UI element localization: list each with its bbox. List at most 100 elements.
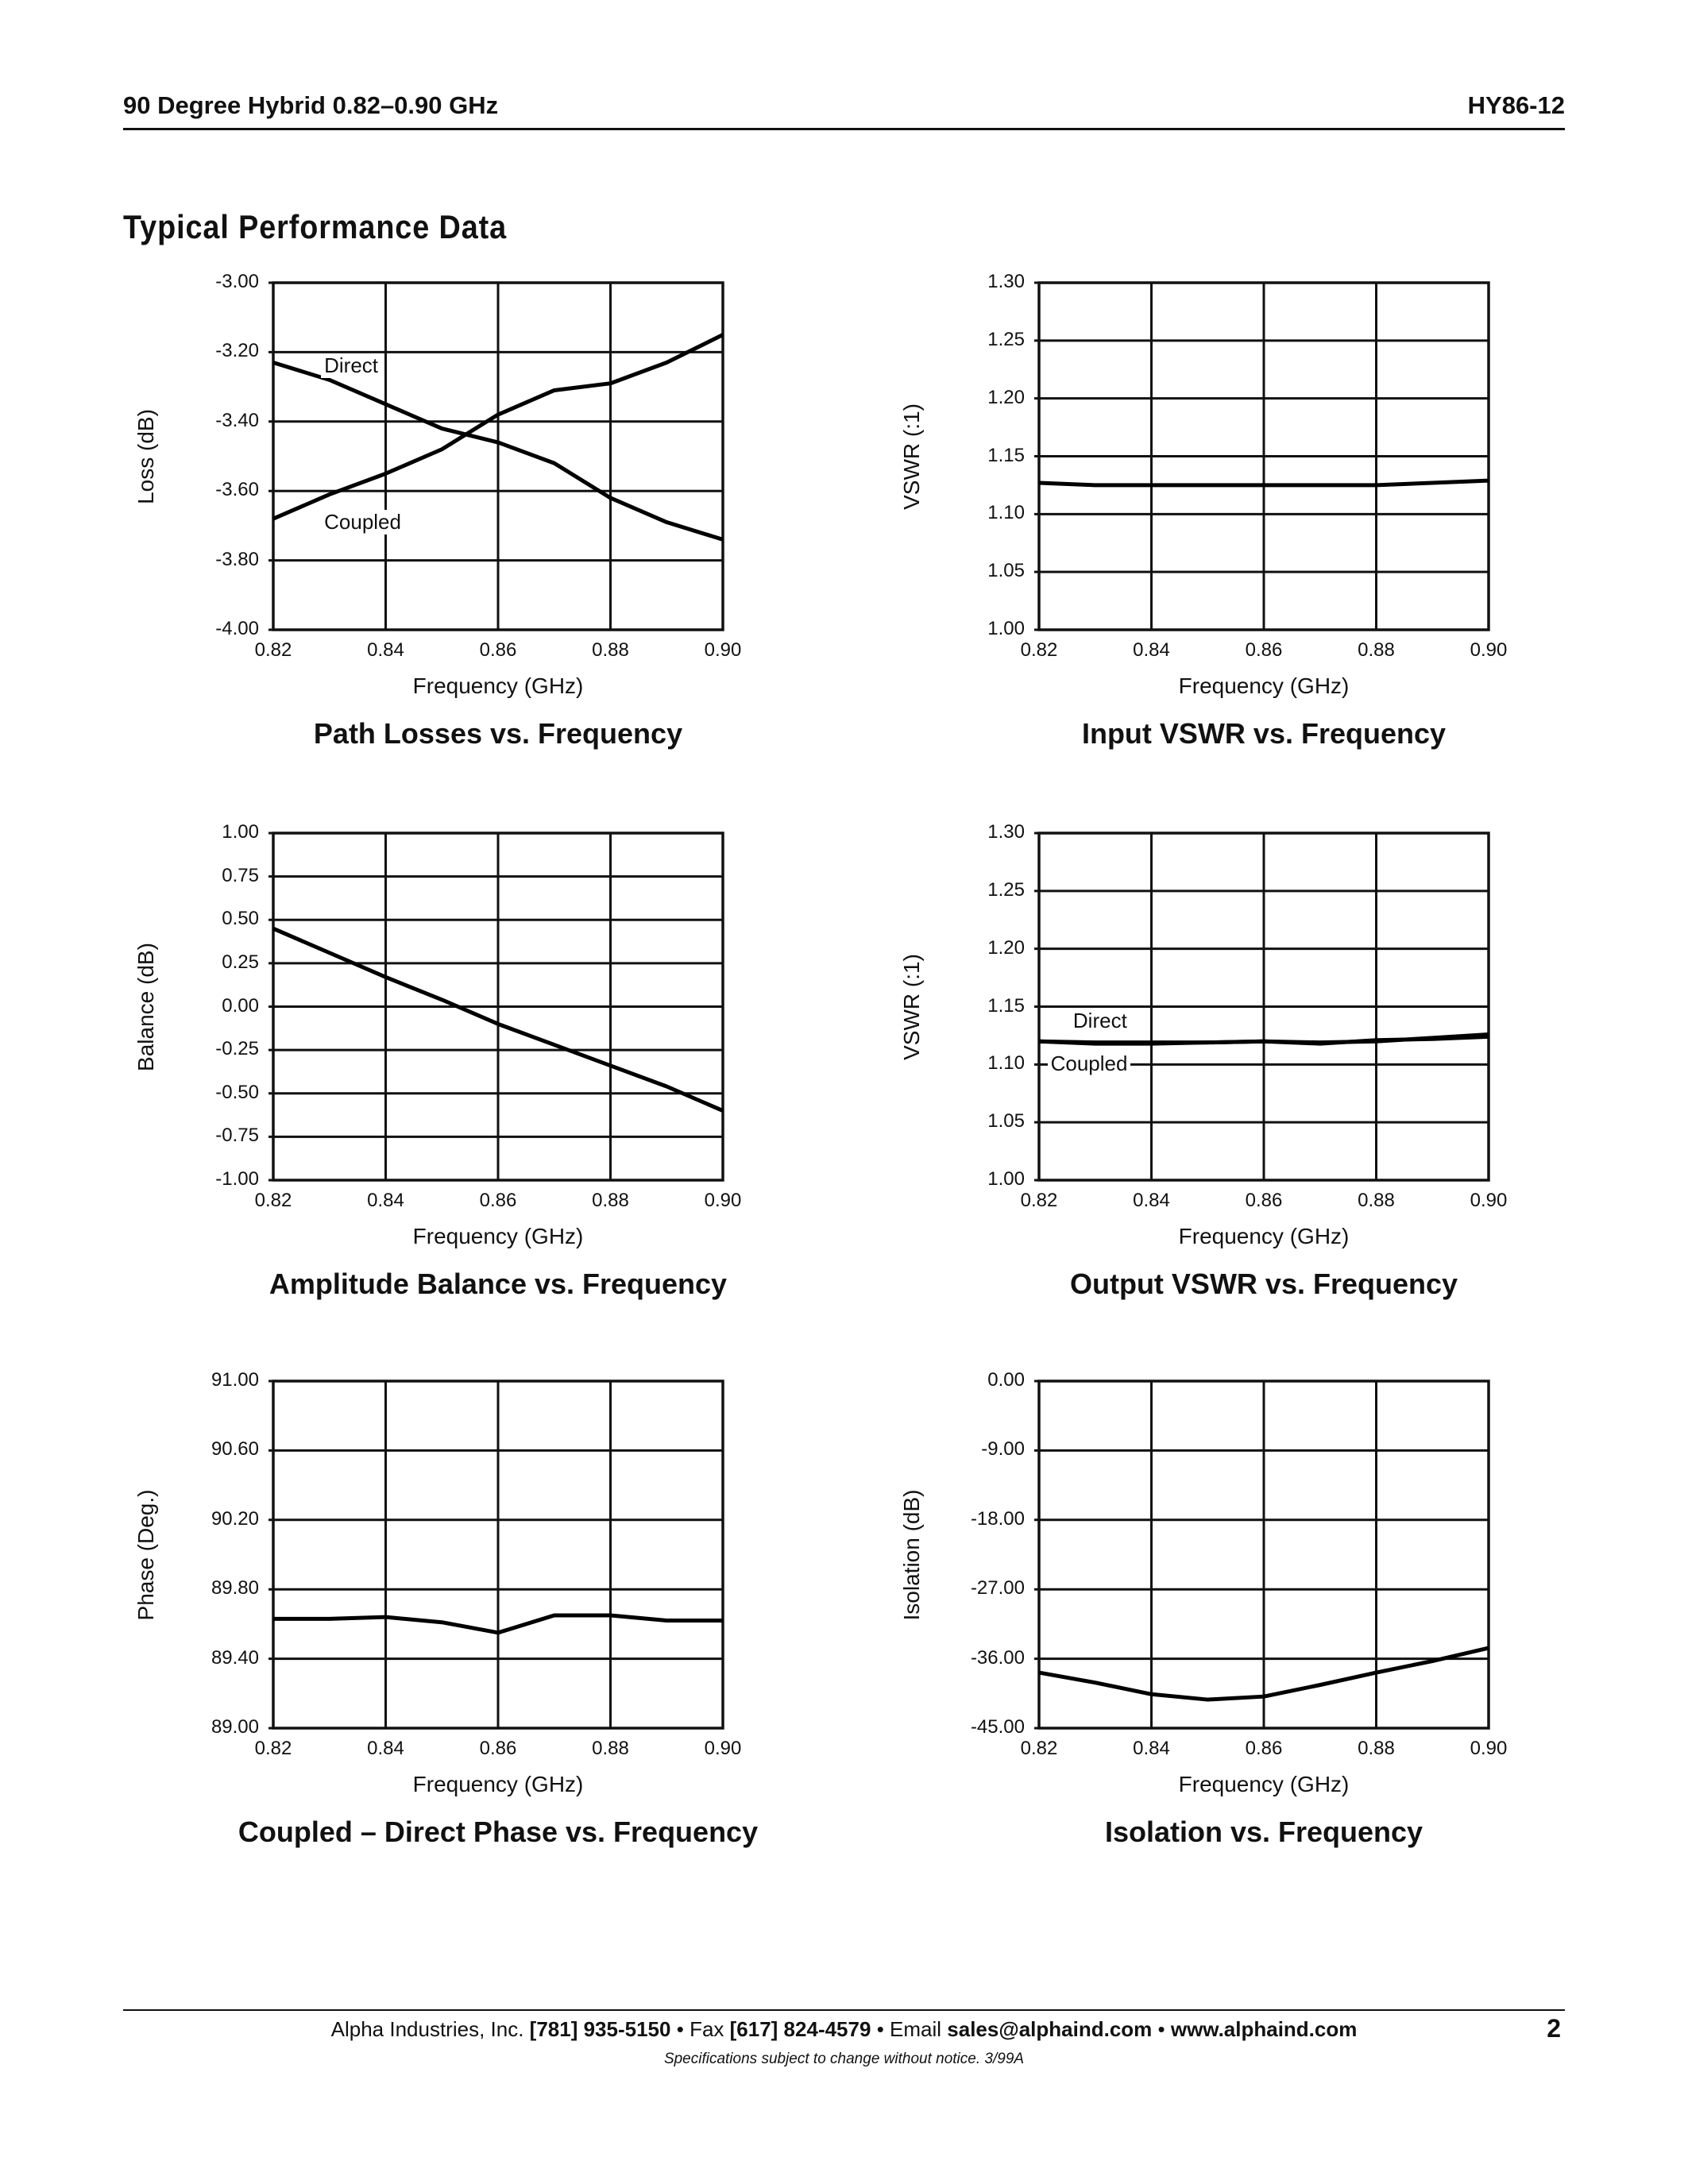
footer-email-label: Email bbox=[890, 2017, 942, 2041]
x-tick-label: 0.82 bbox=[1020, 639, 1058, 661]
y-tick-label: -9.00 bbox=[981, 1438, 1025, 1461]
plot-frame bbox=[1037, 1379, 1490, 1730]
x-tick-label: 0.90 bbox=[1470, 1738, 1508, 1759]
y-tick-label: -1.00 bbox=[215, 1168, 259, 1190]
footer-separator: • bbox=[676, 2017, 684, 2041]
footer-separator: • bbox=[876, 2017, 884, 2041]
x-tick-label: 0.88 bbox=[592, 1190, 629, 1211]
x-tick-label: 0.82 bbox=[254, 1738, 292, 1759]
y-tick-label: 89.00 bbox=[211, 1716, 259, 1738]
series-line-coupled bbox=[1038, 1034, 1489, 1046]
x-axis-label: Frequency (GHz) bbox=[412, 1772, 584, 1796]
x-tick-label: 0.84 bbox=[1133, 639, 1170, 661]
y-tick-label: 1.25 bbox=[987, 878, 1025, 901]
x-axis-label: Frequency (GHz) bbox=[1178, 1772, 1350, 1796]
footer-email-link[interactable]: sales@alphaind.com bbox=[947, 2017, 1153, 2041]
chart-title: Input VSWR vs. Frequency bbox=[1081, 717, 1447, 750]
x-tick-label: 0.82 bbox=[1020, 1190, 1058, 1211]
y-tick-label: 89.40 bbox=[211, 1646, 259, 1669]
x-tick-label: 0.84 bbox=[1133, 1738, 1170, 1759]
y-tick-label: 1.25 bbox=[987, 328, 1025, 350]
series-annotation: Coupled bbox=[321, 509, 404, 534]
footer-fax: [617] 824-4579 bbox=[729, 2017, 871, 2041]
y-tick-label: 0.25 bbox=[222, 951, 259, 973]
x-tick-label: 0.84 bbox=[367, 1190, 404, 1211]
x-tick-label: 0.86 bbox=[479, 1738, 517, 1759]
x-tick-label: 0.90 bbox=[704, 639, 742, 661]
chart-title: Path Losses vs. Frequency bbox=[313, 717, 683, 750]
series-line-coupled bbox=[272, 333, 724, 521]
series-line-direct bbox=[272, 361, 724, 542]
x-tick-label: 0.88 bbox=[592, 639, 629, 661]
x-tick-label: 0.84 bbox=[367, 639, 404, 661]
x-tick-label: 0.82 bbox=[254, 1190, 292, 1211]
footer-company: Alpha Industries, Inc. bbox=[330, 2017, 524, 2041]
x-tick-label: 0.86 bbox=[479, 1190, 517, 1211]
x-tick-label: 0.86 bbox=[1245, 1738, 1283, 1759]
y-tick-label: -3.20 bbox=[215, 340, 259, 362]
y-tick-label: 1.15 bbox=[987, 444, 1025, 466]
x-axis-label: Frequency (GHz) bbox=[412, 1224, 584, 1248]
series-annotation: Direct bbox=[321, 353, 382, 378]
plot-frame bbox=[272, 1379, 724, 1730]
chart-title: Amplitude Balance vs. Frequency bbox=[268, 1268, 728, 1300]
chart-title: Coupled – Direct Phase vs. Frequency bbox=[238, 1815, 759, 1848]
chart-title: Isolation vs. Frequency bbox=[1104, 1815, 1423, 1848]
x-axis-label: Frequency (GHz) bbox=[1178, 1224, 1350, 1248]
y-tick-label: 1.20 bbox=[987, 386, 1025, 408]
y-tick-label: -27.00 bbox=[970, 1577, 1025, 1599]
footer-divider bbox=[123, 2009, 1565, 2011]
series-annotation: Coupled bbox=[1047, 1051, 1131, 1077]
header-part-number: HY86-12 bbox=[1467, 91, 1565, 119]
plot-frame bbox=[272, 832, 724, 1182]
y-tick-label: 0.00 bbox=[987, 1369, 1025, 1391]
y-tick-label: 1.00 bbox=[987, 618, 1025, 639]
y-tick-label: 1.00 bbox=[987, 1168, 1025, 1190]
plot-frame bbox=[1037, 832, 1490, 1182]
section-title: Typical Performance Data bbox=[123, 208, 508, 245]
header-divider bbox=[123, 128, 1565, 130]
x-tick-label: 0.84 bbox=[367, 1738, 404, 1759]
y-tick-label: 1.30 bbox=[987, 271, 1025, 292]
chart-title: Output VSWR vs. Frequency bbox=[1069, 1268, 1458, 1300]
y-tick-label: 1.20 bbox=[987, 936, 1025, 959]
y-axis-label: Isolation (dB) bbox=[899, 1489, 924, 1620]
x-tick-label: 0.90 bbox=[1470, 1190, 1508, 1211]
x-tick-label: 0.88 bbox=[1358, 639, 1395, 661]
footer-separator: • bbox=[1157, 2017, 1165, 2041]
x-axis-label: Frequency (GHz) bbox=[412, 673, 584, 698]
x-tick-label: 0.88 bbox=[1358, 1738, 1395, 1759]
x-tick-label: 0.86 bbox=[479, 639, 517, 661]
x-tick-label: 0.84 bbox=[1133, 1190, 1170, 1211]
y-tick-label: -4.00 bbox=[215, 618, 259, 639]
y-tick-label: -0.25 bbox=[215, 1038, 259, 1060]
x-tick-label: 0.90 bbox=[704, 1738, 742, 1759]
y-tick-label: 1.00 bbox=[222, 821, 259, 843]
y-tick-label: -0.75 bbox=[215, 1125, 259, 1147]
x-tick-label: 0.88 bbox=[592, 1738, 629, 1759]
y-tick-label: -3.80 bbox=[215, 548, 259, 570]
y-tick-label: 90.20 bbox=[211, 1507, 259, 1530]
y-tick-label: 0.75 bbox=[222, 864, 259, 886]
y-tick-label: 91.00 bbox=[211, 1369, 259, 1391]
series-line-main bbox=[1038, 1646, 1489, 1702]
footer-website-link[interactable]: www.alphaind.com bbox=[1170, 2017, 1358, 2041]
y-tick-label: 0.00 bbox=[222, 994, 259, 1017]
y-tick-label: 90.60 bbox=[211, 1438, 259, 1461]
footer-contact: Alpha Industries, Inc. [781] 935-5150 • … bbox=[0, 2017, 1688, 2042]
y-tick-label: 1.05 bbox=[987, 560, 1025, 582]
x-tick-label: 0.88 bbox=[1358, 1190, 1395, 1211]
series-line-main bbox=[1038, 478, 1489, 488]
y-tick-label: 0.50 bbox=[222, 908, 259, 930]
footer-note: Specifications subject to change without… bbox=[663, 2051, 1025, 2067]
footer-fax-label: Fax bbox=[689, 2017, 724, 2041]
x-tick-label: 0.86 bbox=[1245, 639, 1283, 661]
series-line-main bbox=[272, 926, 724, 1113]
x-axis-label: Frequency (GHz) bbox=[1178, 673, 1350, 698]
y-tick-label: -0.50 bbox=[215, 1081, 259, 1103]
x-tick-label: 0.90 bbox=[1470, 639, 1508, 661]
